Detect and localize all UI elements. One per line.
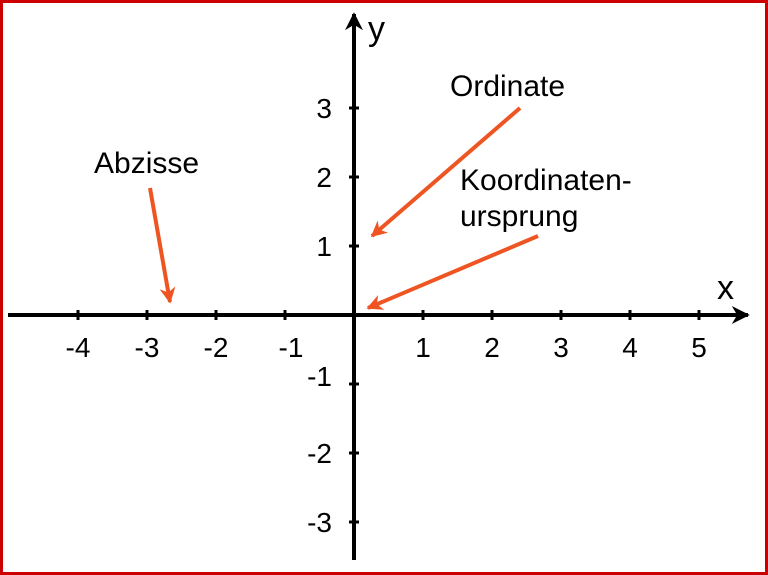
x-tick-label: 2 [484,332,500,363]
x-tick-label: -4 [66,332,91,363]
x-tick-label: 4 [622,332,638,363]
annotation-label-ordinate: Ordinate [450,70,565,103]
y-tick-label: -1 [307,361,332,392]
x-tick-label: 5 [691,332,707,363]
y-tick-label: 2 [316,162,332,193]
frame-border [2,2,767,574]
x-tick-label: -3 [135,332,160,363]
diagram-frame: -4 -3 -2 -1 1 2 3 4 5 -3 -2 -1 1 2 3 x y Abzisse Ordinate K… [0,0,768,575]
x-axis-label: x [717,269,734,307]
y-tick-label: -2 [307,438,332,469]
annotation-label-abzisse: Abzisse [94,147,199,180]
y-axis-label: y [368,10,385,48]
y-tick-label: 3 [316,93,332,124]
annotation-label-koordinatenursprung: ursprung [460,200,578,233]
coordinate-system-svg: -4 -3 -2 -1 1 2 3 4 5 -3 -2 -1 1 2 3 x y Abzisse Ordinate K… [0,0,768,575]
x-tick-label: 3 [553,332,569,363]
x-tick-label: -1 [279,332,304,363]
x-tick-label: -2 [204,332,229,363]
y-tick-label: -3 [307,507,332,538]
y-tick-label: 1 [316,231,332,262]
annotation-label-koordinatenursprung: Koordinaten- [460,164,632,197]
x-tick-label: 1 [415,332,431,363]
